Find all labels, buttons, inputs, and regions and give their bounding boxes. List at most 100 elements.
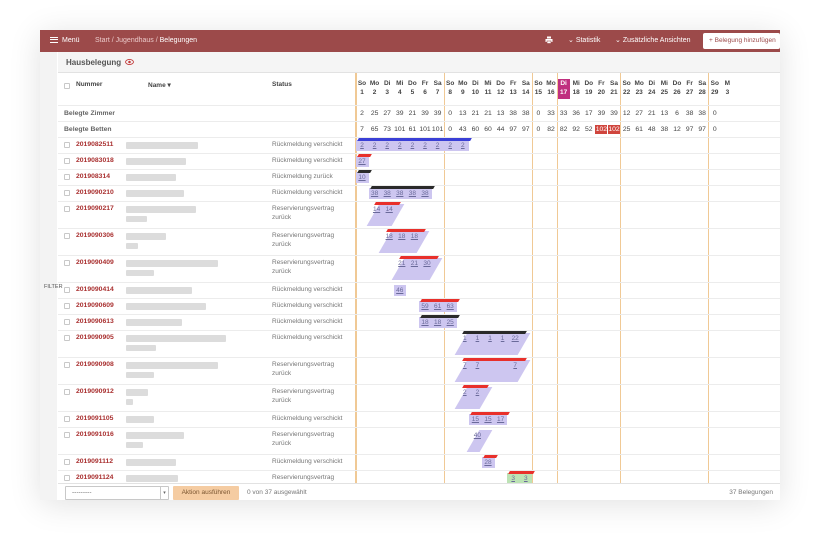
booking-bar-value[interactable]: 30	[423, 260, 431, 267]
row-checkbox[interactable]	[64, 233, 70, 239]
row-checkbox[interactable]	[64, 389, 70, 395]
row-checkbox[interactable]	[64, 319, 70, 325]
row-checkbox[interactable]	[64, 142, 70, 148]
row-checkbox[interactable]	[64, 260, 70, 266]
menu-button[interactable]: Menü	[44, 30, 84, 52]
booking-number[interactable]: 2019090609	[76, 302, 114, 309]
booking-number[interactable]: 2019090912	[76, 388, 114, 395]
booking-bar-value[interactable]: 2	[410, 142, 415, 149]
booking-bar-value[interactable]: 38	[396, 190, 404, 197]
booking-number[interactable]: 2019090210	[76, 189, 114, 196]
booking-bar-value[interactable]: 22	[511, 335, 519, 342]
booking-bar-value[interactable]: 38	[383, 190, 391, 197]
booking-bar-value[interactable]: 25	[446, 319, 454, 326]
booking-bar-value[interactable]: 2	[475, 389, 480, 396]
booking-bar-value[interactable]: 2	[423, 142, 427, 149]
filter-sidebar[interactable]: FILTER	[40, 52, 63, 500]
add-booking-button[interactable]: + Belegung hinzufügen	[703, 33, 780, 49]
booking-bar-value[interactable]: 61	[433, 303, 442, 310]
views-dropdown[interactable]: ⌄ Zusätzliche Ansichten	[615, 30, 691, 52]
booking-number[interactable]: 2019090613	[76, 318, 114, 325]
row-checkbox[interactable]	[64, 303, 70, 309]
booking-number[interactable]: 2019091105	[76, 415, 114, 422]
booking-bar-value[interactable]: 3	[511, 475, 515, 482]
booking-bar-value[interactable]: 21	[410, 260, 418, 267]
booking-bar-value[interactable]: 18	[410, 233, 418, 240]
booking-bar-value[interactable]: 38	[408, 190, 416, 197]
booking-bar[interactable]	[507, 473, 533, 483]
eye-icon[interactable]	[125, 57, 134, 67]
row-checkbox[interactable]	[64, 335, 70, 341]
booking-bar-value[interactable]: 15	[484, 416, 492, 423]
booking-bar-value[interactable]: 14	[385, 206, 393, 213]
booking-bar-value[interactable]: 17	[496, 416, 505, 423]
booking-number[interactable]: 2019091016	[76, 431, 114, 438]
column-nummer[interactable]: Nummer	[76, 81, 103, 88]
booking-number[interactable]: 201908314	[76, 173, 111, 180]
breadcrumb-start[interactable]: Start	[95, 37, 110, 44]
booking-bar-value[interactable]: 46	[396, 287, 404, 294]
row-checkbox[interactable]	[64, 432, 70, 438]
booking-bar-value[interactable]: 63	[446, 303, 454, 310]
booking-bar[interactable]	[356, 172, 369, 183]
booking-bar-value[interactable]: 1	[500, 335, 505, 342]
booking-bar[interactable]	[419, 301, 457, 312]
booking-bar-value[interactable]: 7	[513, 362, 517, 369]
booking-bar-value[interactable]: 21	[398, 260, 406, 267]
booking-bar-value[interactable]: 2	[385, 142, 389, 149]
row-checkbox[interactable]	[64, 287, 70, 293]
statistik-dropdown[interactable]: ⌄ Statistik	[568, 30, 600, 52]
booking-number[interactable]: 2019090409	[76, 259, 114, 266]
booking-bar-value[interactable]: 18	[433, 319, 442, 326]
booking-bar-value[interactable]: 1	[462, 335, 467, 342]
booking-number[interactable]: 2019083018	[76, 157, 114, 164]
booking-bar[interactable]	[469, 414, 508, 425]
booking-bar[interactable]	[356, 140, 470, 151]
booking-bar-value[interactable]: 40	[473, 432, 481, 439]
booking-number[interactable]: 2019091112	[76, 458, 114, 465]
booking-bar-value[interactable]: 2	[397, 142, 402, 149]
booking-bar-value[interactable]: 59	[421, 303, 429, 310]
booking-number[interactable]: 2019090905	[76, 334, 114, 341]
column-status[interactable]: Status	[272, 81, 292, 88]
booking-bar-value[interactable]: 2	[360, 142, 364, 149]
booking-bar-value[interactable]: 28	[484, 459, 492, 466]
booking-bar-value[interactable]: 18	[385, 233, 393, 240]
booking-bar-value[interactable]: 7	[462, 362, 467, 369]
booking-number[interactable]: 2019090217	[76, 205, 114, 212]
booking-number[interactable]: 2019090414	[76, 286, 114, 293]
row-checkbox[interactable]	[64, 475, 70, 481]
booking-bar-value[interactable]: 3	[523, 475, 528, 482]
print-icon[interactable]	[545, 30, 557, 52]
row-checkbox[interactable]	[64, 158, 70, 164]
booking-number[interactable]: 2019090306	[76, 232, 114, 239]
run-action-button[interactable]: Aktion ausführen	[173, 486, 239, 500]
row-checkbox[interactable]	[64, 190, 70, 196]
booking-number[interactable]: 2019091124	[76, 474, 114, 481]
booking-number[interactable]: 2019082511	[76, 141, 114, 148]
booking-bar-value[interactable]: 15	[471, 416, 479, 423]
booking-bar-value[interactable]: 7	[475, 362, 480, 369]
booking-bar-value[interactable]: 38	[370, 190, 379, 197]
booking-bar-value[interactable]: 2	[435, 142, 440, 149]
row-checkbox[interactable]	[64, 416, 70, 422]
action-select[interactable]: --------- ▾	[65, 486, 169, 500]
booking-bar-value[interactable]: 1	[488, 335, 492, 342]
column-name[interactable]: Name ▾	[148, 82, 171, 89]
booking-bar-value[interactable]: 18	[398, 233, 406, 240]
booking-bar-value[interactable]: 2	[462, 389, 467, 396]
booking-bar-value[interactable]: 27	[358, 158, 366, 165]
booking-bar[interactable]	[482, 457, 495, 468]
select-all-checkbox[interactable]	[64, 83, 70, 89]
booking-bar[interactable]	[356, 156, 369, 167]
booking-bar[interactable]	[419, 317, 457, 328]
row-checkbox[interactable]	[64, 206, 70, 212]
booking-bar-value[interactable]: 14	[372, 206, 381, 213]
booking-bar[interactable]	[393, 285, 407, 296]
booking-number[interactable]: 2019090908	[76, 361, 114, 368]
booking-bar[interactable]	[368, 188, 432, 199]
booking-bar-value[interactable]: 38	[421, 190, 429, 197]
booking-bar-value[interactable]: 18	[421, 319, 429, 326]
booking-bar-value[interactable]: 2	[460, 142, 465, 149]
booking-bar-value[interactable]: 1	[475, 335, 480, 342]
